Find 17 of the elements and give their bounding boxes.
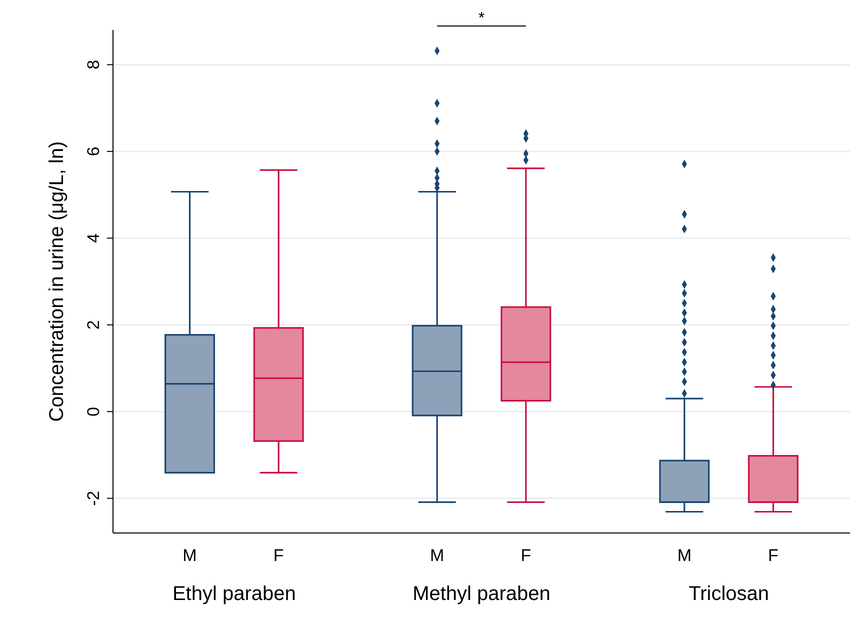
y-axis-title: Concentration in urine (μg/L, ln)	[46, 141, 68, 422]
text: F	[768, 546, 778, 565]
y-tick-label: 4	[84, 233, 103, 243]
x-tick-label: Methyl paraben	[412, 583, 550, 605]
y-tick-label: 0	[84, 406, 103, 416]
text: M	[430, 546, 444, 565]
text: F	[520, 546, 532, 565]
text: M	[182, 546, 197, 565]
x-tick-label: Triclosan	[688, 583, 770, 605]
text: M	[677, 546, 692, 565]
y-tick-label: 6	[84, 146, 103, 156]
y-tick-label: 2	[84, 320, 103, 330]
y-tick-label: 8	[84, 60, 103, 70]
x-tick-label: Ethyl paraben	[172, 583, 296, 605]
text: *	[478, 10, 485, 27]
text: F	[273, 546, 284, 565]
y-tick-label: -2	[84, 490, 103, 506]
